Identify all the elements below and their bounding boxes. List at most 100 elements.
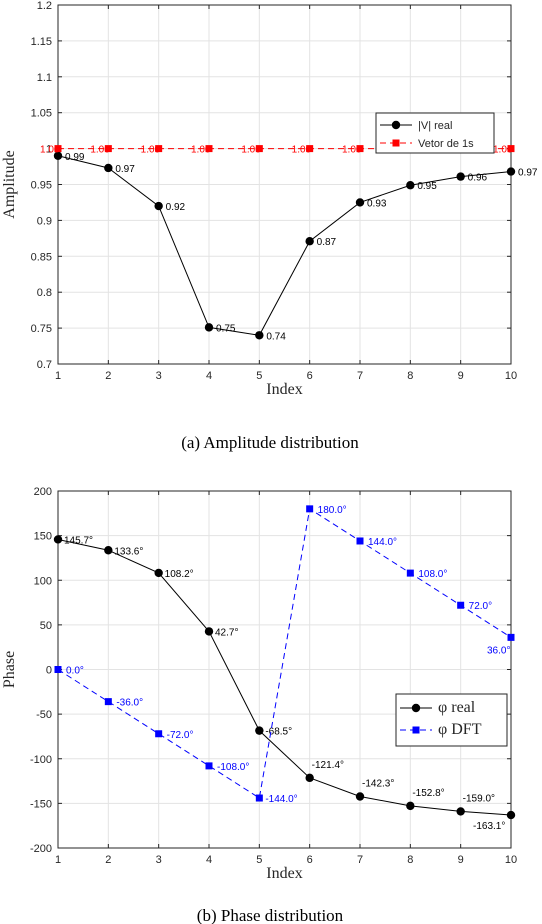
data-label: 0.92 (166, 202, 186, 213)
x-tick-label: 7 (357, 370, 363, 382)
data-point (507, 145, 515, 153)
data-point (54, 666, 62, 673)
data-point (104, 145, 112, 153)
data-point (104, 163, 113, 173)
y-tick-label: 0.8 (37, 287, 52, 299)
data-point (355, 198, 365, 207)
data-label: -142.3° (362, 779, 394, 790)
y-tick-label: 0.7 (37, 359, 52, 371)
data-label: 36.0° (487, 645, 510, 656)
caption-phase: (b) Phase distribution (197, 906, 344, 924)
data-label: 72.0° (469, 601, 492, 612)
legend-label: φ DFT (438, 721, 482, 738)
data-label: 180.0° (318, 505, 347, 516)
data-label: 0.74 (266, 331, 286, 342)
y-tick-label: 0 (46, 665, 52, 677)
y-tick-label: 150 (34, 531, 52, 543)
data-point (507, 633, 515, 641)
data-label: 108.2° (165, 569, 194, 580)
data-point (255, 331, 264, 340)
data-label: -121.4° (312, 760, 344, 771)
data-point (456, 172, 465, 181)
data-point (104, 698, 112, 706)
y-tick-label: -200 (30, 843, 52, 855)
x-tick-label: 4 (206, 854, 212, 866)
data-label: 108.0° (418, 569, 447, 580)
data-point (356, 145, 364, 153)
y-tick-label: 1.1 (37, 72, 52, 84)
data-point (205, 145, 213, 153)
legend-label: Vetor de 1s (418, 138, 474, 150)
data-point (457, 601, 465, 609)
x-tick-label: 4 (206, 370, 212, 382)
data-label: 145.7° (64, 535, 93, 546)
y-tick-label: 200 (34, 486, 52, 498)
data-point (155, 145, 163, 153)
data-label: -108.0° (217, 762, 249, 773)
y-tick-label: 0.75 (31, 323, 52, 335)
phase-chart: 1 2 3 4 5 6 7 8 9 10 -200 -150 -100 -50 0 50 100 150 200 In… (1, 486, 517, 882)
data-label: 0.87 (317, 237, 337, 248)
legend-box (395, 693, 508, 747)
data-point (205, 762, 213, 770)
data-label: 1.00 (292, 145, 312, 156)
data-label: -36.0° (116, 698, 143, 709)
data-label: -68.5° (265, 727, 292, 738)
y-tick-label: 1.2 (37, 0, 52, 12)
y-tick-label: 1 (46, 144, 52, 156)
x-tick-label: 2 (105, 370, 111, 382)
data-label: 0.95 (417, 181, 437, 192)
y-tick-label: 1.05 (31, 108, 52, 120)
data-label: 1.00 (40, 145, 60, 156)
data-label: 0.0° (66, 666, 84, 677)
data-label: 0.75 (216, 323, 236, 334)
data-point (53, 535, 63, 544)
y-tick-label: 0.9 (37, 215, 52, 227)
x-tick-label: 9 (458, 370, 464, 382)
data-label: 0.93 (367, 198, 387, 209)
amplitude-chart: 1 2 3 4 5 6 7 8 9 10 0.7 0.75 0.8 0.85 0.9 0.95 1 1.05 1.1… (1, 0, 538, 398)
x-tick-label: 8 (407, 854, 413, 866)
data-label: 1.00 (141, 145, 161, 156)
data-point (356, 537, 364, 545)
y-tick-label: -150 (30, 798, 52, 810)
legend-label: |V| real (418, 120, 452, 132)
x-axis-label: Index (266, 381, 302, 398)
y-tick-label: -50 (36, 709, 52, 721)
caption-amplitude: (a) Amplitude distribution (181, 433, 359, 452)
legend-marker (391, 120, 401, 130)
data-point (306, 505, 314, 513)
data-label: -159.0° (463, 793, 495, 804)
data-label: 1.00 (191, 145, 211, 156)
data-point (255, 726, 264, 735)
data-label: 42.7° (215, 627, 238, 638)
legend-marker (411, 703, 421, 713)
x-tick-label: 3 (156, 854, 162, 866)
x-axis-label: Index (266, 865, 302, 882)
data-point (456, 807, 465, 816)
data-label: 1.00 (493, 145, 513, 156)
series-line (57, 508, 512, 799)
y-tick-label: 100 (34, 575, 52, 587)
data-label: -144.0° (265, 794, 297, 805)
x-tick-label: 10 (505, 370, 517, 382)
data-point (154, 201, 163, 211)
x-tick-label: 3 (156, 370, 162, 382)
y-tick-label: 1.15 (31, 36, 52, 48)
data-point (104, 546, 113, 555)
x-tick-label: 2 (105, 854, 111, 866)
x-tick-label: 6 (307, 370, 313, 382)
data-point (406, 181, 415, 190)
y-tick-label: 50 (40, 620, 52, 632)
data-point (204, 627, 214, 636)
data-label: 0.99 (65, 152, 85, 163)
legend-marker (392, 139, 400, 147)
y-axis-label: Amplitude (1, 150, 18, 218)
x-tick-label: 6 (307, 854, 313, 866)
x-tick-label: 1 (55, 854, 61, 866)
data-label: 1.00 (90, 145, 110, 156)
y-tick-label: 0.85 (31, 251, 52, 263)
x-tick-label: 5 (256, 370, 262, 382)
data-point (305, 237, 314, 246)
data-point (155, 730, 163, 738)
